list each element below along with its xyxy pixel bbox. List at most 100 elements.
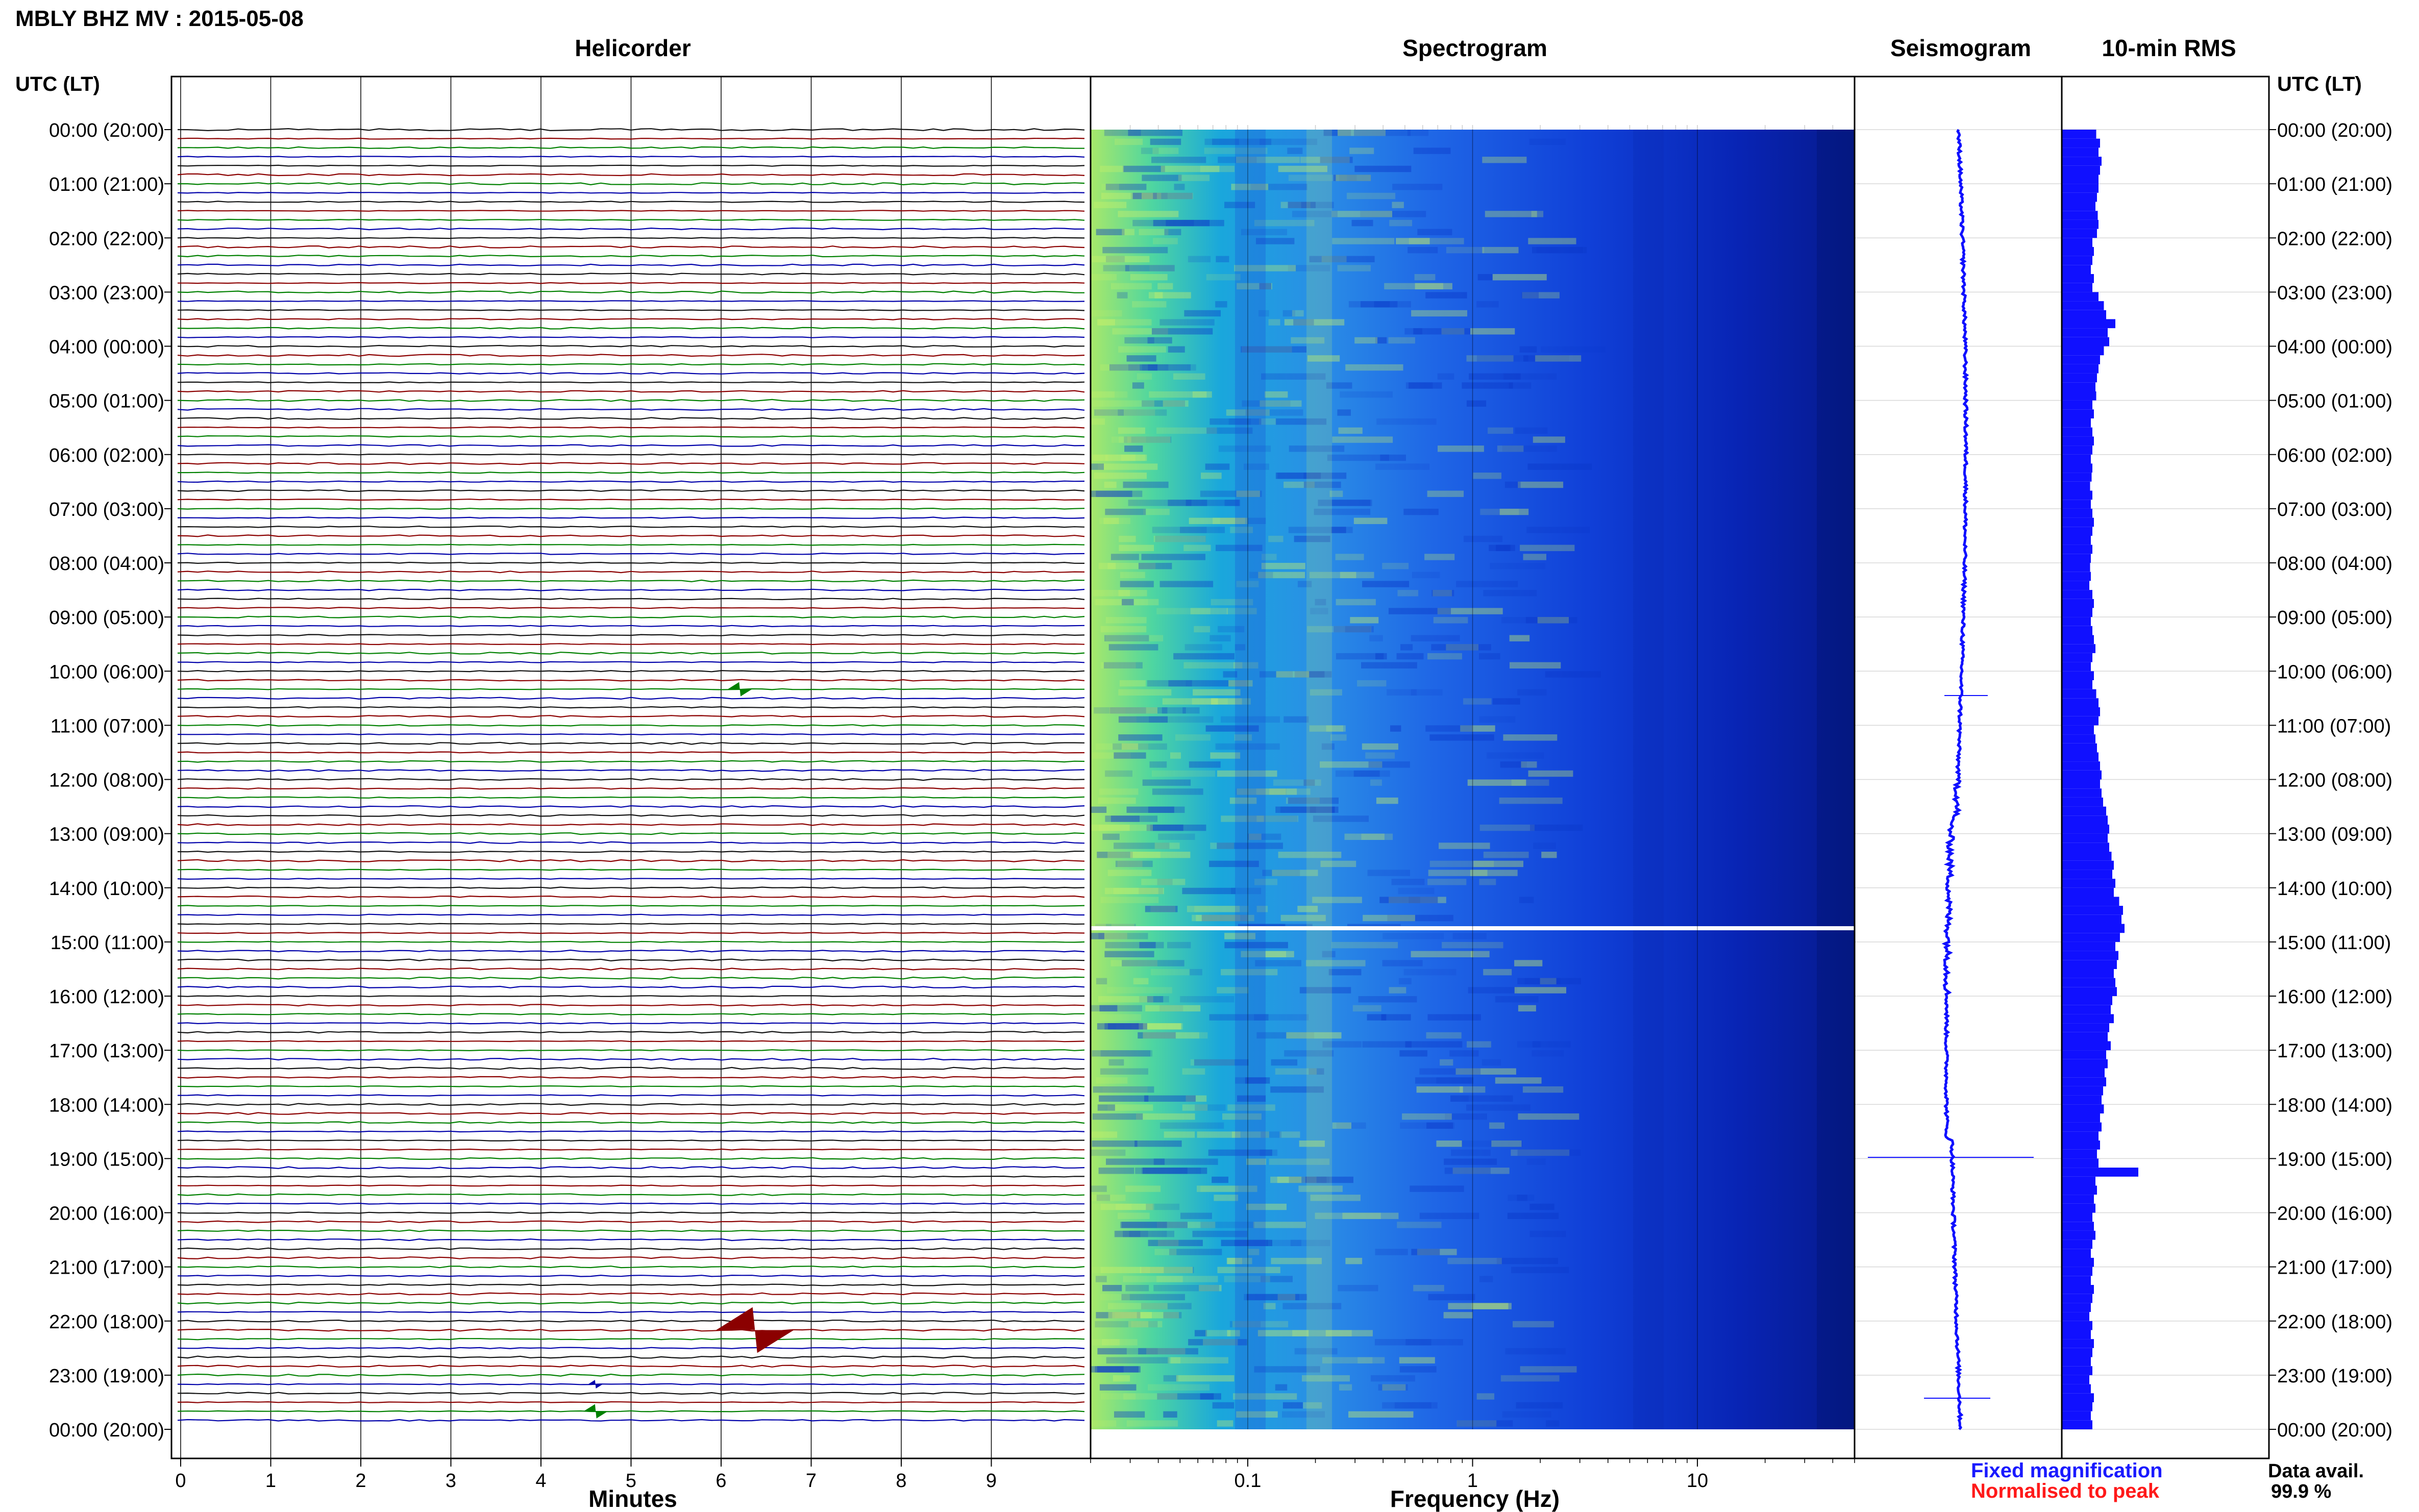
rms-bar — [2062, 256, 2092, 265]
helicorder-trace — [177, 1401, 1085, 1403]
helicorder-trace — [177, 354, 1085, 357]
helicorder-trace — [177, 462, 1085, 465]
helicorder-trace — [177, 1355, 1085, 1359]
rms-bar — [2062, 1321, 2092, 1330]
rms-bar — [2062, 202, 2095, 211]
rms-bar — [2062, 500, 2091, 509]
helicorder-trace — [177, 1229, 1085, 1232]
rms-bar — [2062, 1312, 2089, 1321]
helicorder-trace — [177, 932, 1085, 934]
helicorder-trace — [177, 1301, 1085, 1305]
rms-bar — [2062, 409, 2094, 418]
helicorder-trace — [177, 1392, 1085, 1395]
time-label-right: 00:00 (20:00) — [2277, 120, 2392, 141]
rms-bar — [2062, 1113, 2100, 1123]
rms-bar — [2062, 852, 2112, 861]
rms-bar — [2062, 1257, 2094, 1267]
rms-bar — [2062, 454, 2091, 464]
helicorder-trace — [177, 958, 1085, 962]
rms-bar — [2062, 879, 2115, 888]
time-label-left: 17:00 (13:00) — [49, 1040, 164, 1062]
time-label-left: 19:00 (15:00) — [49, 1149, 164, 1170]
rms-bar — [2062, 1086, 2103, 1096]
time-label-left: 00:00 (20:00) — [49, 1420, 164, 1441]
helicorder-trace — [177, 1383, 1085, 1385]
minutes-tick-label: 8 — [896, 1470, 906, 1492]
minutes-tick-label: 3 — [446, 1470, 456, 1492]
helicorder-trace — [177, 1328, 1085, 1332]
helicorder-trace — [177, 1076, 1084, 1079]
rms-bar — [2062, 184, 2099, 193]
rms-bar — [2062, 914, 2121, 924]
helicorder-trace — [177, 1121, 1085, 1124]
x-axis-label-frequency: Frequency (Hz) — [1390, 1485, 1560, 1512]
helicorder-trace — [177, 1112, 1085, 1115]
rms-bar — [2062, 996, 2112, 1005]
minutes-tick-label: 4 — [535, 1470, 546, 1492]
rms-bar — [2062, 707, 2100, 716]
rms-bar — [2062, 1249, 2091, 1258]
helicorder-trace — [177, 1283, 1085, 1286]
minutes-tick-label: 1 — [265, 1470, 276, 1492]
rms-bar — [2062, 725, 2094, 735]
legend-normalised-to-peak: Normalised to peak — [1971, 1480, 2160, 1502]
helicorder-title: Helicorder — [575, 35, 691, 61]
helicorder-trace — [178, 471, 1085, 474]
time-label-right: 05:00 (01:00) — [2277, 391, 2392, 412]
rms-bar — [2062, 382, 2095, 391]
rms-bar — [2062, 283, 2092, 292]
time-label-right: 01:00 (21:00) — [2277, 174, 2392, 195]
helicorder-trace — [177, 1292, 1085, 1296]
rms-bar — [2062, 1240, 2092, 1249]
rms-bar — [2062, 229, 2097, 238]
helicorder-trace — [177, 426, 1085, 429]
time-label-left: 12:00 (08:00) — [49, 770, 164, 791]
rms-bar — [2062, 860, 2114, 870]
time-label-left: 10:00 (06:00) — [49, 661, 164, 683]
rms-bar — [2062, 192, 2097, 202]
rms-bar — [2062, 870, 2112, 879]
helicorder-trace — [177, 579, 1085, 583]
time-axis-labels: 00:00 (20:00) 00:00 (20:00) 01:00 (21:00) 0… — [49, 120, 2392, 1441]
helicorder-trace — [177, 670, 1085, 673]
rms-bar — [2062, 1330, 2091, 1340]
helicorder-event — [716, 1307, 794, 1353]
rms-bar — [2062, 138, 2100, 148]
helicorder-trace — [177, 1130, 1085, 1133]
helicorder-trace — [177, 1193, 1085, 1196]
rms-bar — [2062, 644, 2095, 653]
seismogram-plot — [1855, 129, 2062, 1430]
time-label-right: 10:00 (06:00) — [2277, 661, 2392, 683]
helicorder-trace — [177, 905, 1085, 907]
helicorder-trace — [177, 525, 1085, 528]
rms-bar — [2062, 608, 2092, 617]
helicorder-trace — [177, 1373, 1085, 1377]
rms-bar — [2062, 1339, 2094, 1348]
rms-bar — [2062, 391, 2096, 401]
helicorder-trace — [177, 1347, 1085, 1350]
rms-bar — [2062, 779, 2100, 789]
rms-bar — [2062, 211, 2098, 220]
time-label-right: 13:00 (09:00) — [2277, 824, 2392, 846]
rms-bar — [2062, 527, 2092, 536]
rms-bar — [2062, 969, 2114, 978]
rms-bar — [2062, 941, 2115, 951]
helicorder-trace — [177, 679, 1085, 682]
rms-bar — [2062, 130, 2096, 139]
time-label-right: 19:00 (15:00) — [2277, 1149, 2392, 1170]
time-label-right: 06:00 (02:00) — [2277, 445, 2392, 466]
helicorder-trace — [178, 615, 1085, 618]
rms-bar — [2062, 761, 2100, 771]
helicorder-trace — [177, 480, 1085, 483]
rms-bar — [2062, 400, 2092, 410]
rms-bar — [2062, 346, 2104, 356]
rms-bar — [2062, 1023, 2109, 1032]
helicorder-trace — [177, 173, 1085, 177]
helicorder-trace — [177, 634, 1085, 636]
rms-bar — [2062, 418, 2091, 428]
helicorder-trace — [177, 146, 1084, 149]
helicorder-trace — [177, 1157, 1085, 1160]
helicorder-trace — [177, 652, 1085, 655]
helicorder-trace — [177, 1085, 1085, 1087]
rms-bar — [2062, 1357, 2091, 1367]
